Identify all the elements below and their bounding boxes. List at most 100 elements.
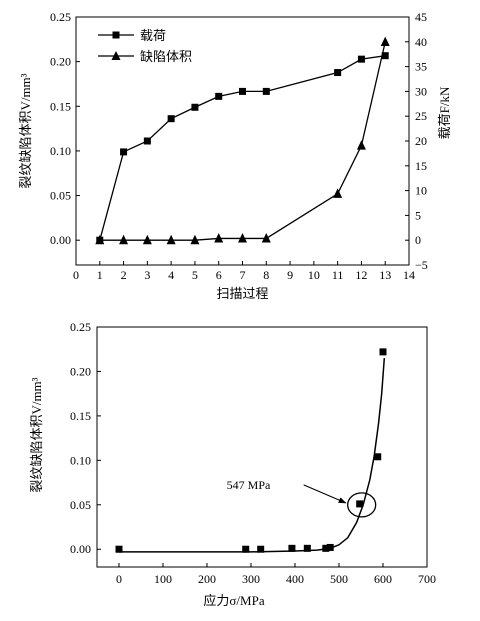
x-tick-label: 4 [168,268,174,282]
load-point [167,115,175,123]
chart-2-x-ticks: 0 100 200 300 400 500 600 700 [116,563,436,586]
load-point [215,92,223,100]
y-tick-label: 0.20 [50,55,71,69]
chart-2-annotation-label: 547 MPa [227,478,271,492]
x-tick-label: 100 [154,572,172,586]
x-tick-label: 300 [242,572,260,586]
chart-1-y-axis-title: 裂纹缺陷体积V/mm³ [18,73,33,188]
y2-tick-label: −5 [415,258,428,272]
data-point [115,545,123,553]
y2-tick-label: 15 [415,159,427,173]
y2-tick-label: 0 [415,233,421,247]
defect-volume-point [95,234,105,245]
y2-tick-label: 35 [415,60,427,74]
data-point [379,348,387,356]
x-tick-label: 11 [332,268,344,282]
data-point [303,544,311,552]
chart-2-plot-frame [96,326,428,568]
chart-1-y2-axis-title: 载荷F/kN [437,86,452,139]
x-tick-label: 3 [144,268,150,282]
data-point [257,545,265,553]
chart-2-fit-curve [119,358,386,553]
y2-tick-label: 25 [415,109,427,123]
load-point [381,52,389,60]
y-tick-label: 0.05 [50,189,71,203]
defect-volume-point [119,234,129,245]
x-tick-label: 200 [198,572,216,586]
data-point [288,544,296,552]
defect-volume-point [356,140,366,150]
legend-label-load: 载荷 [140,28,166,43]
chart-2-highlight-circle [347,492,377,518]
x-tick-label: 7 [240,268,246,282]
load-series-line [99,55,386,241]
chart-2-x-axis-title: 应力σ/MPa [203,593,264,608]
y-tick-label: 0.25 [50,10,71,24]
defect-volume-point [190,234,200,245]
chart-1-x-ticks: 0 1 2 3 4 5 6 7 8 9 10 11 12 13 14 [73,261,415,282]
y-tick-label: 0.15 [70,409,91,423]
defect-volume-point [214,233,224,243]
defect-volume-point [238,233,247,243]
legend-triangle-marker [111,51,121,60]
legend-label-defect-volume: 缺陷体积 [140,49,192,64]
chart-2-y-ticks: 0.00 0.05 0.10 0.15 0.20 0.25 [70,320,101,556]
y-tick-label: 0.00 [70,542,91,556]
load-point [143,137,151,145]
defect-volume-series-line [99,41,386,241]
chart-1-series [95,36,390,245]
load-point [191,103,199,111]
y2-tick-label: 40 [415,35,427,49]
y2-tick-label: 10 [415,184,427,198]
y2-tick-label: 5 [415,208,421,222]
x-tick-label: 0 [73,268,79,282]
chart-2: 0 100 200 300 400 500 600 700 0.000.050.100.150… [29,320,436,608]
x-tick-label: 10 [308,268,320,282]
x-tick-label: 12 [355,268,367,282]
x-tick-label: 2 [121,268,127,282]
data-point [326,543,334,551]
data-point [374,453,382,461]
y2-tick-label: 20 [415,134,427,148]
data-point [322,544,330,552]
y-tick-label: 0.05 [70,498,91,512]
x-tick-label: 700 [418,572,436,586]
x-tick-label: 8 [263,268,269,282]
chart-1-y2-ticks: −5 0 5 10 15 20 25 30 35 40 45 [405,10,428,272]
load-point [239,87,246,95]
chart-1-y-ticks: 0.00 0.05 0.10 0.15 0.20 0.25 [50,10,80,247]
x-tick-label: 5 [192,268,198,282]
y-tick-label: 0.00 [50,233,71,247]
chart-2-annotation-arrow [303,484,347,504]
load-point [120,148,128,156]
defect-volume-point [380,36,390,47]
chart-1-plot-frame [75,16,410,266]
x-tick-label: 9 [287,268,293,282]
y-tick-label: 0.10 [70,453,91,467]
load-point [334,69,342,77]
defect-volume-point [261,233,271,243]
x-tick-label: 1 [97,268,103,282]
chart-2-y-axis-title: 裂纹缺陷体积V/mm³ [29,377,44,492]
defect-volume-point [166,234,176,245]
load-point [262,87,270,95]
y-tick-label: 0.20 [70,364,91,378]
x-tick-label: 400 [286,572,304,586]
y-tick-label: 0.10 [50,144,71,158]
data-point [242,545,250,553]
y-tick-label: 0.25 [70,320,91,334]
x-tick-label: 0 [116,572,122,586]
chart-1-x-axis-title: 扫描过程 [216,286,268,301]
chart-2-points [115,348,387,553]
x-tick-label: 6 [216,268,222,282]
chart-1: 0 1 2 3 4 5 6 7 8 9 10 11 12 13 14 0.000.050.100.150.2… [18,10,452,301]
x-tick-label: 600 [374,572,392,586]
y2-tick-label: 45 [415,10,427,24]
y2-tick-label: 30 [415,84,427,98]
defect-volume-point [142,234,152,245]
defect-volume-point [333,188,343,198]
x-tick-label: 14 [403,268,415,282]
load-point [357,55,365,63]
x-tick-label: 500 [330,572,348,586]
